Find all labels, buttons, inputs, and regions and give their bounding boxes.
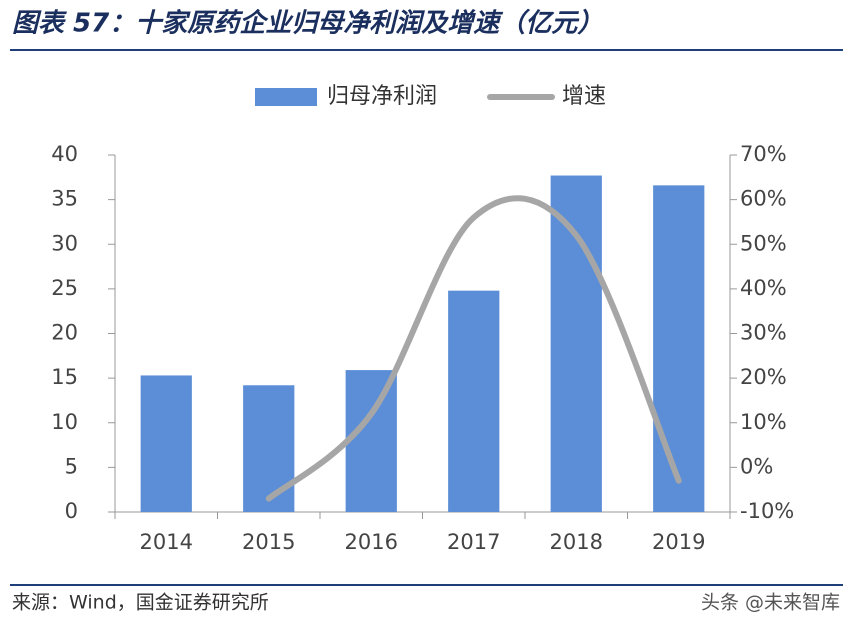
y2-tick-label: -10%	[740, 499, 794, 523]
bar	[448, 290, 500, 512]
legend-swatch	[255, 88, 317, 106]
y2-tick-label: 40%	[740, 276, 787, 300]
chart-title: 图表 57：十家原药企业归母净利润及增速（亿元）	[12, 9, 603, 39]
y-tick-label: 0	[65, 499, 78, 523]
source: 来源：Wind，国金证券研究所	[12, 592, 269, 614]
y2-tick-label: 30%	[740, 321, 787, 345]
y-tick-label: 15	[51, 365, 78, 389]
bar	[243, 385, 295, 512]
legend-label: 增速	[562, 84, 606, 109]
y2-tick-label: 20%	[740, 365, 787, 389]
bar	[345, 370, 397, 512]
bar	[550, 175, 602, 512]
x-tick-label: 2015	[242, 530, 295, 554]
x-tick-label: 2016	[345, 530, 398, 554]
y2-tick-label: 50%	[740, 231, 787, 255]
y-tick-label: 10	[51, 410, 78, 434]
bar	[653, 185, 705, 512]
bar	[140, 375, 192, 512]
y-tick-label: 35	[51, 187, 78, 211]
legend-label: 归母净利润	[327, 84, 437, 109]
x-tick-label: 2014	[140, 530, 193, 554]
line	[265, 195, 682, 502]
y2-tick-label: 70%	[740, 142, 787, 166]
y-tick-label: 5	[65, 454, 78, 478]
x-tick-label: 2017	[447, 530, 500, 554]
y2-tick-label: 0%	[740, 454, 773, 478]
y2-tick-label: 10%	[740, 410, 787, 434]
y-tick-label: 25	[51, 276, 78, 300]
y-tick-label: 40	[51, 142, 78, 166]
y-tick-label: 30	[51, 231, 78, 255]
y-tick-label: 20	[51, 321, 78, 345]
y2-tick-label: 60%	[740, 187, 787, 211]
x-tick-label: 2018	[550, 530, 603, 554]
watermark: 头条 @未来智库	[701, 592, 840, 614]
x-tick-label: 2019	[652, 530, 705, 554]
